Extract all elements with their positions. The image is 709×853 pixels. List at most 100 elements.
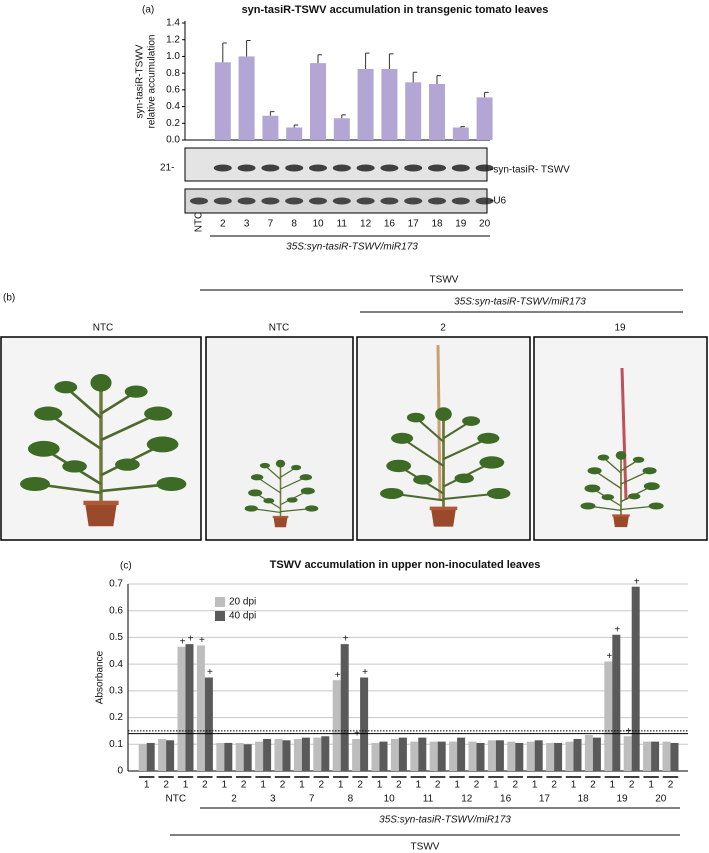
bar — [457, 737, 466, 771]
group-label: 20 — [655, 794, 667, 805]
y-tick-label: 0.4 — [166, 101, 180, 112]
positive-marker: + — [634, 576, 640, 587]
blot-label: 21- — [160, 163, 174, 174]
bar — [604, 661, 613, 771]
bar — [390, 738, 399, 771]
bar — [138, 744, 147, 771]
replicate-label: 1 — [260, 780, 266, 791]
bar — [398, 737, 407, 771]
positive-marker: + — [199, 635, 205, 646]
bar — [262, 115, 279, 140]
positive-marker: + — [606, 651, 612, 662]
photo — [205, 336, 354, 541]
blot-band — [380, 164, 399, 172]
legend-swatch — [215, 597, 225, 607]
bar — [534, 740, 543, 771]
bar — [643, 741, 652, 771]
replicate-label: 1 — [610, 780, 616, 791]
bar — [592, 737, 601, 771]
bar — [507, 741, 516, 771]
error-bar — [365, 52, 370, 69]
bar — [546, 742, 555, 771]
y-tick-label: 0.3 — [109, 685, 123, 696]
blot-band — [332, 197, 351, 205]
replicate-label: 2 — [357, 780, 363, 791]
y-tick-label: 0.7 — [109, 579, 123, 590]
lane-label: 2 — [220, 219, 226, 230]
y-tick-label: 0.1 — [109, 739, 123, 750]
blot-band — [451, 164, 470, 172]
positive-marker: + — [335, 670, 341, 681]
lane-label: 10 — [312, 219, 324, 230]
bar — [333, 118, 350, 140]
error-bar — [222, 42, 227, 63]
bar — [468, 741, 477, 771]
lane-label: 11 — [337, 219, 348, 230]
bar — [371, 742, 380, 771]
lane-label: 7 — [268, 219, 274, 230]
lane-label: 8 — [291, 219, 297, 230]
group-label: 17 — [539, 794, 551, 805]
replicate-label: 2 — [668, 780, 674, 791]
photo-label: 19 — [614, 323, 626, 334]
y-tick-label: 0.2 — [109, 712, 123, 723]
replicate-label: 2 — [629, 780, 635, 791]
bar — [301, 737, 310, 771]
legend-label: 20 dpi — [229, 597, 256, 608]
y-tick-label: 1.0 — [166, 51, 180, 62]
bar — [293, 738, 302, 771]
bar — [573, 738, 582, 771]
blot-band — [475, 164, 494, 172]
lane-label: 17 — [408, 219, 420, 230]
replicate-label: 2 — [474, 780, 480, 791]
y-tick-label: 0.2 — [166, 118, 180, 129]
bar — [166, 740, 175, 771]
replicate-label: 1 — [299, 780, 305, 791]
y-axis-label: Absorbance — [95, 650, 106, 704]
bar — [476, 97, 493, 140]
blot-band — [428, 197, 446, 205]
blot-band — [213, 197, 232, 205]
panel-label: (b) — [3, 293, 15, 304]
blot-band — [237, 164, 256, 172]
bar — [623, 736, 632, 771]
bar — [185, 644, 194, 771]
replicate-label: 1 — [416, 780, 422, 791]
bar — [360, 677, 369, 771]
bar — [495, 740, 504, 771]
positive-marker: + — [626, 726, 632, 737]
bar — [662, 741, 671, 771]
error-bar — [246, 40, 251, 57]
panel-label: (a) — [142, 5, 154, 16]
bar — [429, 741, 438, 771]
bar — [379, 741, 388, 771]
genotype-label: 35S:syn-tasiR-TSWV/miR173 — [286, 242, 418, 253]
lane-label: 3 — [244, 219, 250, 230]
bar — [214, 62, 231, 140]
error-bar — [317, 54, 322, 64]
error-bar — [388, 53, 394, 69]
blot-band — [380, 197, 399, 205]
bar — [286, 127, 303, 140]
legend-swatch — [215, 611, 225, 621]
bar — [357, 68, 374, 140]
bar — [177, 646, 186, 771]
bar — [238, 56, 255, 140]
photo-label: NTC — [269, 323, 290, 334]
y-tick-label: 1.4 — [166, 18, 180, 29]
bar — [340, 644, 349, 771]
y-tick-label: 0 — [117, 766, 123, 777]
blot-band — [190, 197, 208, 205]
error-bar — [460, 126, 465, 128]
bar — [526, 741, 535, 771]
bar — [476, 742, 485, 771]
bar — [224, 742, 233, 771]
positive-marker: + — [188, 634, 194, 645]
blot-label: -U6 — [490, 196, 507, 207]
replicate-label: 2 — [435, 780, 441, 791]
bar — [352, 738, 361, 771]
bar — [565, 741, 574, 771]
y-tick-label: 0.8 — [166, 68, 180, 79]
blot — [184, 147, 488, 182]
